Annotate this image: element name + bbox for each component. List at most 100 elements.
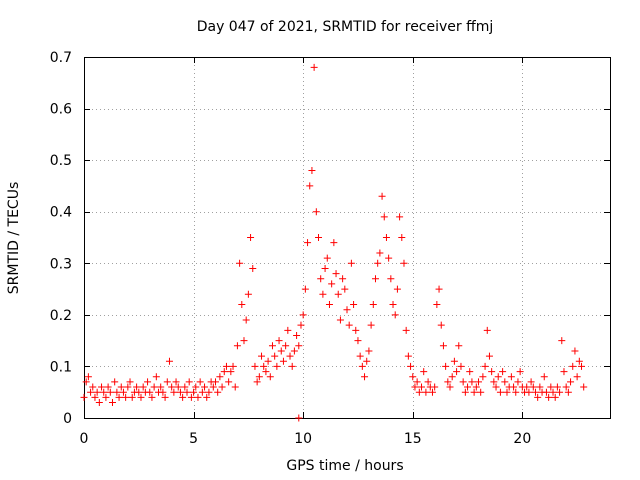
data-point — [437, 321, 445, 329]
data-point — [187, 393, 195, 401]
data-point — [569, 362, 577, 370]
data-point — [212, 378, 219, 386]
data-point — [450, 357, 458, 365]
data-point — [411, 383, 419, 391]
data-point — [400, 259, 408, 267]
data-point — [477, 388, 485, 396]
data-point — [192, 383, 200, 391]
data-point — [371, 275, 379, 283]
data-point — [422, 388, 430, 396]
data-point — [413, 378, 421, 386]
data-point — [330, 239, 338, 247]
data-point — [523, 383, 531, 391]
data-point — [398, 234, 406, 241]
x-tick-label: 0 — [80, 431, 89, 447]
data-points — [80, 63, 588, 422]
data-point — [273, 362, 281, 370]
data-point — [409, 373, 417, 381]
data-point — [468, 378, 476, 386]
data-point — [374, 259, 382, 267]
x-tick-label: 15 — [404, 431, 422, 447]
data-point — [514, 378, 522, 386]
data-point — [170, 388, 178, 396]
data-point — [404, 352, 412, 360]
data-point — [227, 368, 235, 376]
data-point — [194, 393, 202, 401]
data-point — [277, 347, 285, 355]
data-point — [424, 378, 432, 386]
data-point — [525, 388, 533, 396]
data-point — [304, 239, 312, 247]
data-point — [242, 316, 250, 324]
data-point — [531, 388, 539, 396]
data-point — [111, 378, 119, 386]
data-point — [547, 383, 555, 391]
data-point — [485, 352, 493, 360]
data-point — [222, 362, 230, 370]
data-point — [108, 399, 116, 407]
data-point — [365, 347, 373, 355]
data-point — [165, 357, 173, 365]
data-point — [562, 383, 570, 391]
data-point — [510, 383, 518, 391]
data-point — [282, 342, 290, 350]
data-point — [455, 342, 463, 350]
data-point — [391, 311, 399, 319]
data-point — [255, 373, 263, 381]
data-point — [198, 388, 206, 396]
data-point — [293, 331, 301, 339]
data-point — [378, 192, 386, 200]
data-point — [369, 301, 377, 309]
data-point — [420, 368, 428, 376]
data-point — [571, 347, 579, 355]
data-point — [290, 347, 298, 355]
data-point — [262, 368, 270, 376]
data-point — [179, 393, 187, 401]
data-point — [319, 290, 327, 298]
data-point — [540, 373, 548, 381]
data-point — [176, 388, 184, 396]
x-tick-label: 10 — [294, 431, 312, 447]
data-point — [328, 280, 336, 288]
data-point — [135, 388, 143, 396]
data-point — [152, 373, 160, 381]
y-tick-label: 0.6 — [50, 102, 72, 118]
y-tick-label: 0.1 — [50, 359, 72, 375]
data-point — [356, 352, 364, 360]
data-point — [84, 373, 92, 381]
data-point — [148, 393, 156, 401]
data-point — [183, 388, 191, 396]
data-point — [442, 362, 450, 370]
data-point — [308, 166, 316, 174]
data-point — [122, 393, 130, 401]
data-point — [575, 357, 583, 365]
data-point — [387, 275, 395, 283]
data-point — [310, 63, 318, 71]
data-point — [578, 362, 586, 370]
data-point — [260, 362, 268, 370]
data-point — [216, 373, 224, 381]
data-point — [470, 388, 478, 396]
data-point — [161, 393, 169, 401]
data-point — [492, 383, 500, 391]
data-point — [516, 368, 524, 376]
data-point — [527, 378, 535, 386]
data-point — [317, 275, 325, 283]
data-point — [190, 388, 198, 396]
data-point — [439, 342, 447, 350]
data-point — [488, 368, 496, 376]
data-point — [93, 388, 101, 396]
y-tick-label: 0.4 — [50, 205, 72, 221]
data-point — [102, 393, 110, 401]
grid-lines — [84, 57, 610, 418]
data-point — [354, 337, 362, 345]
chart-title: Day 047 of 2021, SRMTID for receiver ffm… — [197, 19, 494, 35]
data-point — [258, 352, 266, 360]
data-point — [251, 362, 259, 370]
data-point — [181, 383, 189, 391]
data-point — [284, 326, 292, 334]
data-point — [560, 368, 568, 376]
data-point — [301, 285, 309, 293]
plot-frame — [84, 57, 611, 419]
